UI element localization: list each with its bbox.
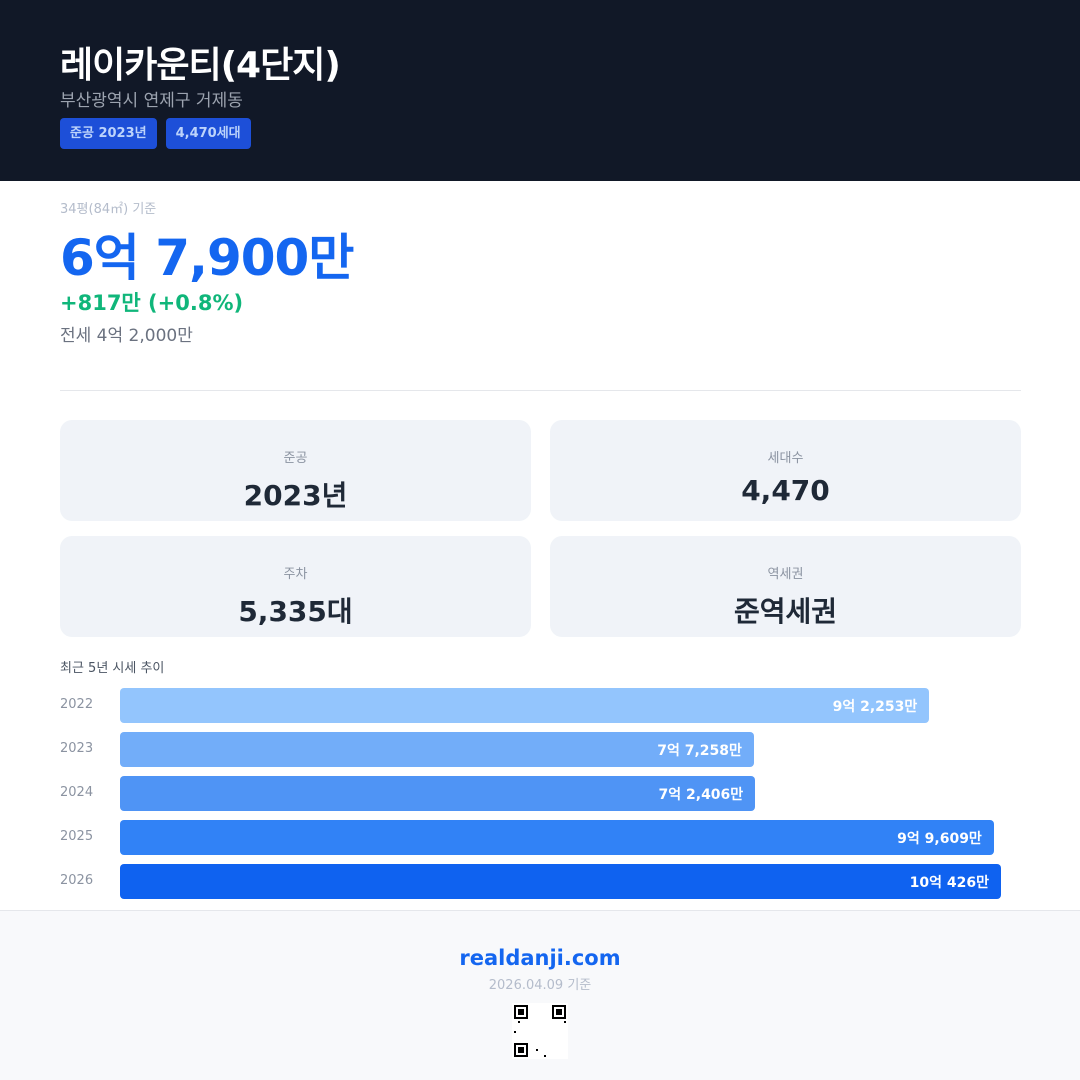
year-label: 2022 xyxy=(60,697,94,712)
card-label: 역세권 xyxy=(767,567,804,582)
address: 부산광역시 연제구 거제동 xyxy=(60,91,243,111)
divider xyxy=(60,390,1021,391)
footer: realdanji.com 2026.04.09 기준 xyxy=(0,910,1080,1080)
year-label: 2024 xyxy=(60,785,94,800)
qr-code-icon xyxy=(512,1003,568,1059)
badge-households: 4,470세대 xyxy=(165,118,251,149)
card-value: 4,470 xyxy=(741,474,830,507)
card-households: 세대수 4,470 xyxy=(550,420,1021,521)
price-basis: 34평(84㎡) 기준 xyxy=(60,202,157,217)
card-completion: 준공 2023년 xyxy=(60,420,531,521)
bar-2024: 7억 2,406만 xyxy=(120,776,756,811)
bar-2026: 10억 426만 xyxy=(120,864,1001,899)
card-label: 주차 xyxy=(283,567,308,582)
chart-row: 2026 10억 426만 xyxy=(60,864,1021,899)
year-label: 2026 xyxy=(60,873,94,888)
bar-2025: 9억 9,609만 xyxy=(120,820,994,855)
chart-row: 2022 9억 2,253만 xyxy=(60,688,1021,723)
card-value: 2023년 xyxy=(243,479,348,512)
year-label: 2023 xyxy=(60,741,94,756)
bar-value-label: 7억 7,258만 xyxy=(657,743,742,759)
badge-completion: 준공 2023년 xyxy=(60,118,157,149)
bar-value-label: 7억 2,406만 xyxy=(658,787,744,803)
site-link[interactable]: realdanji.com xyxy=(459,946,621,970)
card-parking: 주차 5,335대 xyxy=(60,536,531,637)
jeonse-price: 전세 4억 2,000만 xyxy=(60,326,193,346)
card-value: 준역세권 xyxy=(733,595,838,628)
bar-value-label: 10억 426만 xyxy=(909,875,989,891)
bar-value-label: 9억 2,253만 xyxy=(832,699,918,715)
card-value: 5,335대 xyxy=(238,595,353,628)
price-value: 6억 7,900만 xyxy=(60,229,354,287)
bar-2023: 7억 7,258만 xyxy=(120,732,754,767)
year-label: 2025 xyxy=(60,829,94,844)
chart-title: 최근 5년 시세 추이 xyxy=(60,661,165,676)
price-change: +817만 (+0.8%) xyxy=(60,291,244,315)
bar-2022: 9억 2,253만 xyxy=(120,688,930,723)
reference-date: 2026.04.09 기준 xyxy=(488,978,592,993)
card-label: 세대수 xyxy=(767,451,804,466)
chart-row: 2023 7억 7,258만 xyxy=(60,732,1021,767)
header: 레이카운티(4단지) 부산광역시 연제구 거제동 준공 2023년 4,470세… xyxy=(0,0,1080,181)
page-title: 레이카운티(4단지) xyxy=(60,45,341,86)
card-label: 준공 xyxy=(283,451,308,466)
chart-row: 2024 7억 2,406만 xyxy=(60,776,1021,811)
bar-value-label: 9억 9,609만 xyxy=(897,831,982,847)
chart-row: 2025 9억 9,609만 xyxy=(60,820,1021,855)
